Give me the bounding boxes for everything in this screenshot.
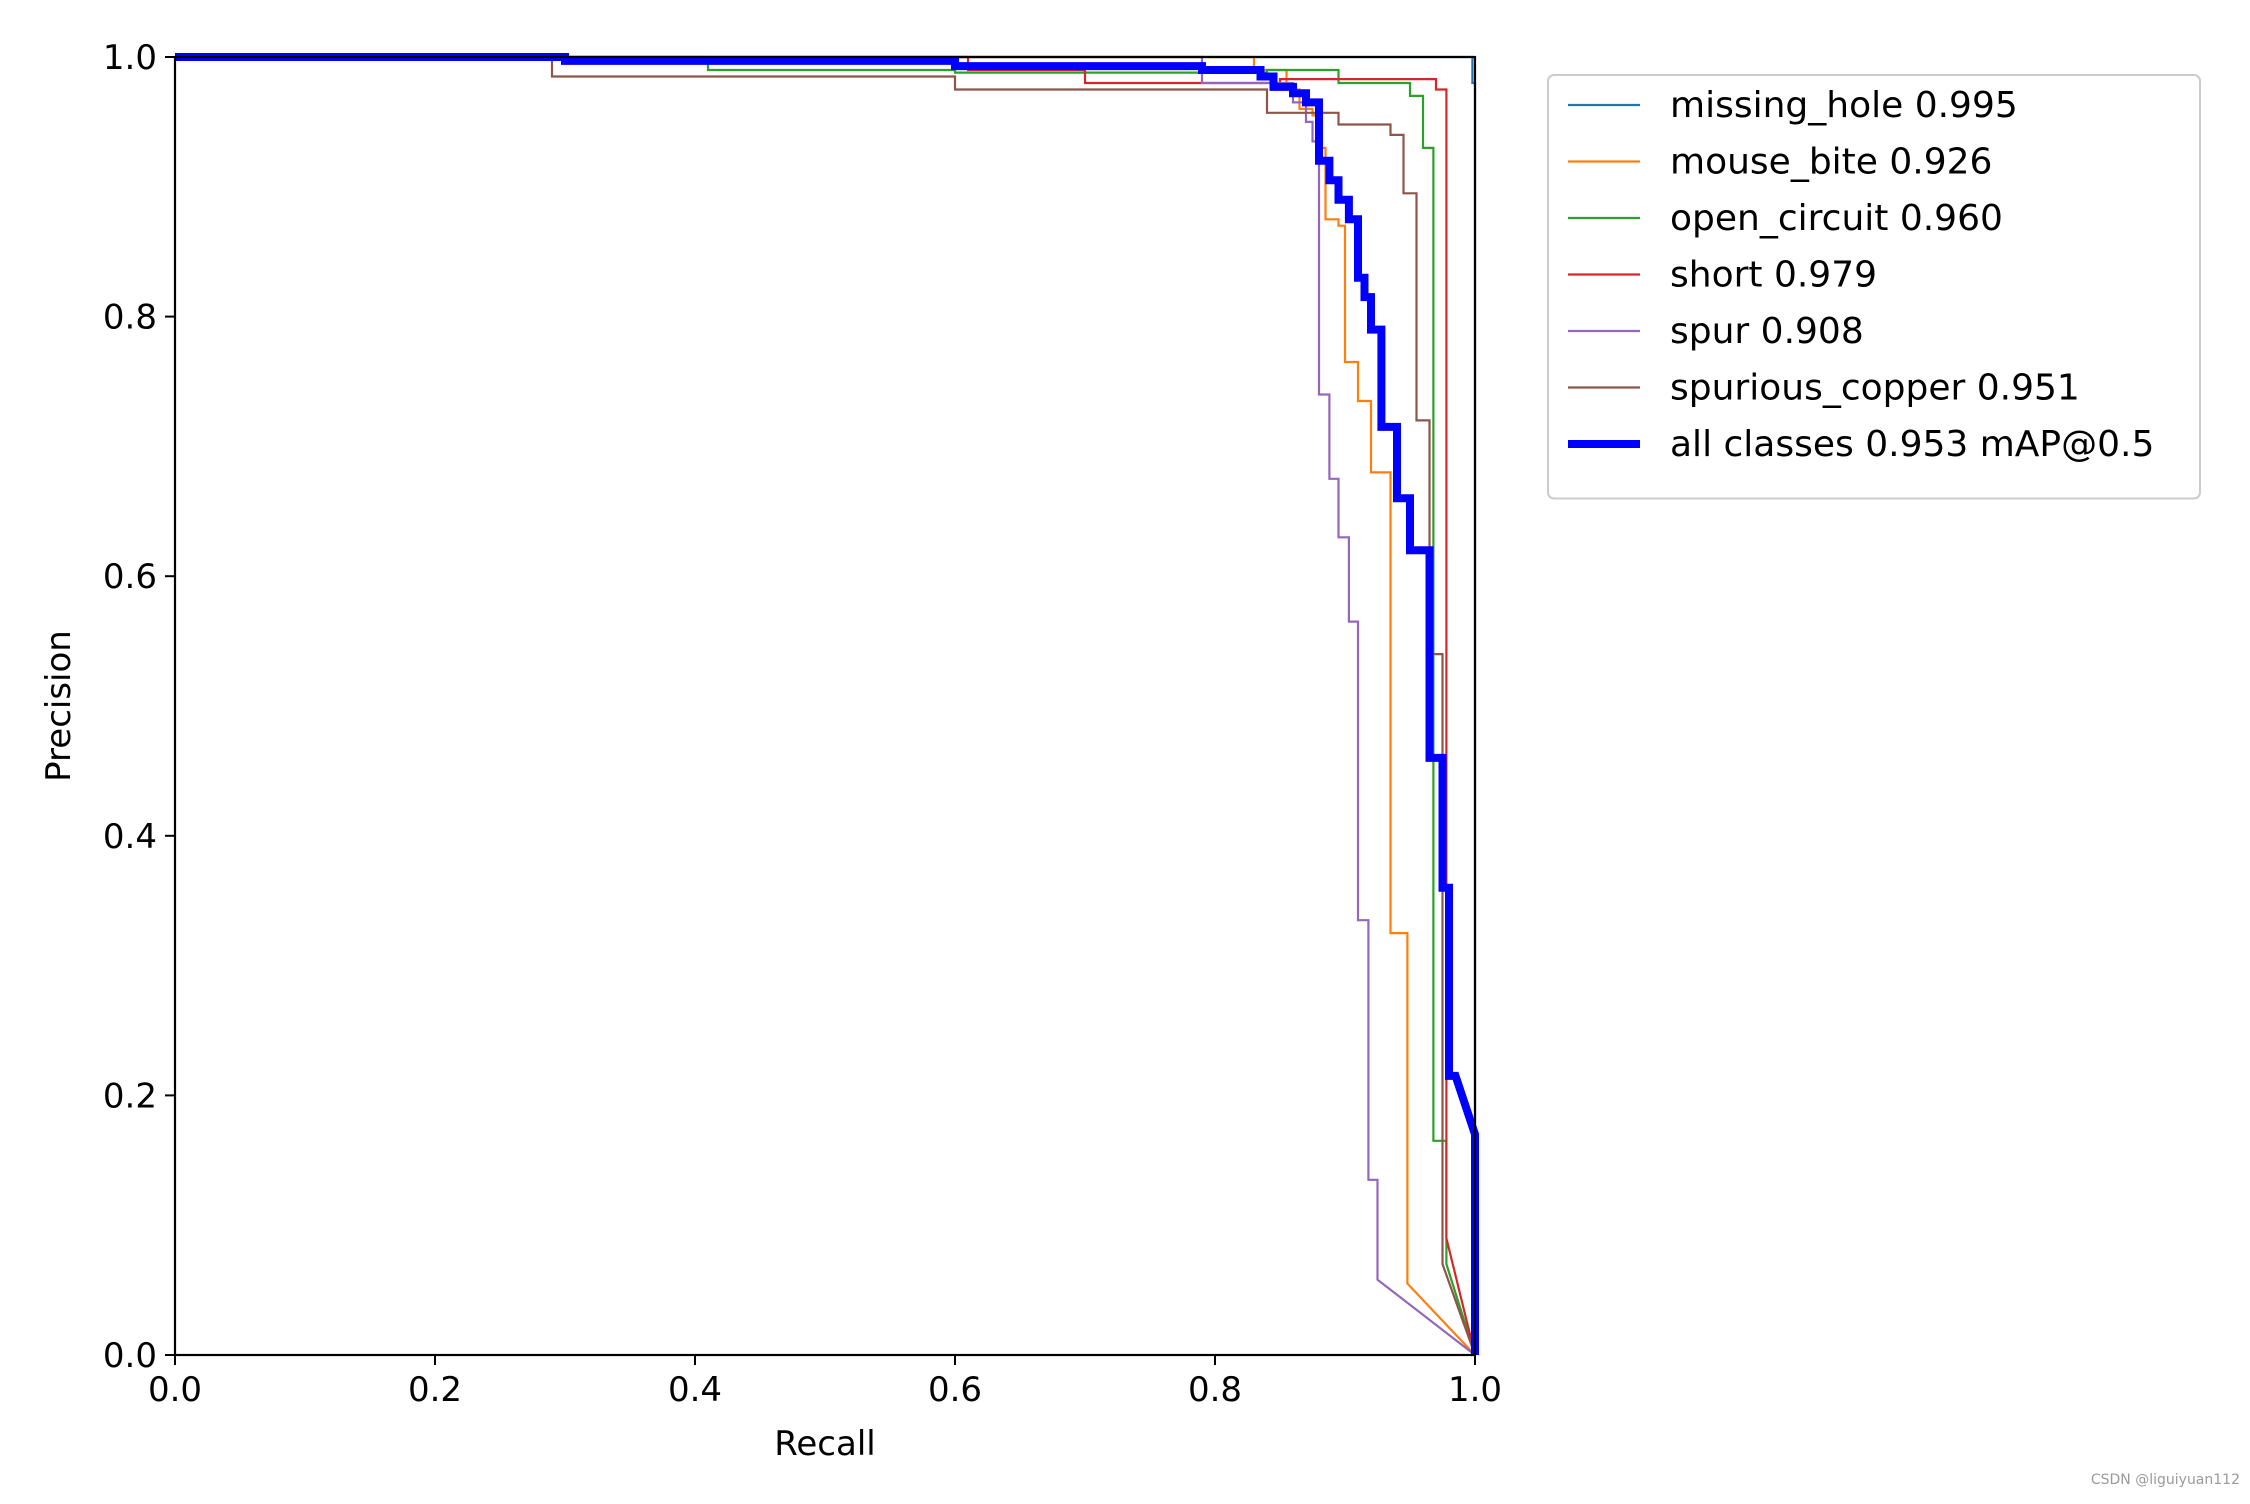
x-axis-label: Recall bbox=[774, 1424, 875, 1464]
x-axis-ticks: 0.0 0.2 0.4 0.6 0.8 1.0 bbox=[148, 1355, 1502, 1410]
y-axis-ticks: 0.0 0.2 0.4 0.6 0.8 1.0 bbox=[103, 38, 175, 1376]
x-tick-label: 0.0 bbox=[148, 1370, 202, 1410]
series-line-5 bbox=[175, 55, 1477, 1356]
x-tick-label: 0.8 bbox=[1188, 1370, 1242, 1410]
watermark: CSDN @liguiyuan112 bbox=[2090, 1472, 2240, 1488]
series-line-4 bbox=[175, 55, 1476, 1356]
x-tick-label: 0.2 bbox=[408, 1370, 462, 1410]
legend-label-2: open_circuit 0.960 bbox=[1670, 198, 2003, 239]
x-tick-label: 0.6 bbox=[928, 1370, 982, 1410]
x-tick-label: 1.0 bbox=[1448, 1370, 1502, 1410]
y-tick-label: 0.4 bbox=[103, 817, 157, 857]
legend-label-5: spurious_copper 0.951 bbox=[1670, 368, 2080, 409]
legend-box bbox=[1547, 74, 2201, 500]
series-line-3 bbox=[175, 55, 1477, 1356]
axes-frame bbox=[173, 55, 1477, 1357]
legend-label-4: spur 0.908 bbox=[1670, 311, 1864, 352]
legend-label-3: short 0.979 bbox=[1670, 255, 1877, 296]
legend: missing_hole 0.995 mouse_bite 0.926 open_c… bbox=[1547, 74, 2201, 500]
x-tick-label: 0.4 bbox=[668, 1370, 722, 1410]
y-tick-label: 0.8 bbox=[103, 298, 157, 338]
legend-label-1: mouse_bite 0.926 bbox=[1670, 142, 1992, 183]
y-axis-label: Precision bbox=[39, 630, 79, 782]
y-tick-label: 0.2 bbox=[103, 1076, 157, 1116]
series-group bbox=[175, 53, 1479, 1356]
legend-label-6: all classes 0.953 mAP@0.5 bbox=[1670, 424, 2154, 465]
y-tick-label: 0.6 bbox=[103, 557, 157, 597]
series-line-2 bbox=[175, 55, 1477, 1356]
series-line-1 bbox=[175, 55, 1476, 1356]
legend-label-0: missing_hole 0.995 bbox=[1670, 85, 2018, 126]
y-tick-label: 0.0 bbox=[103, 1336, 157, 1376]
series-line-6 bbox=[175, 53, 1479, 1355]
y-tick-label: 1.0 bbox=[103, 38, 157, 78]
series-line-0 bbox=[175, 55, 1477, 1355]
